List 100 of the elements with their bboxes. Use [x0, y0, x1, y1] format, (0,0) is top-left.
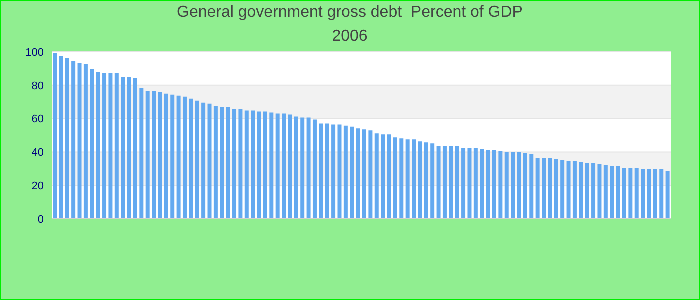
bar	[152, 91, 156, 219]
bar	[170, 94, 175, 219]
bar	[133, 78, 138, 219]
bar	[338, 124, 342, 219]
bar	[362, 130, 366, 219]
bar	[102, 73, 107, 219]
bar	[319, 124, 324, 219]
bar	[176, 96, 181, 219]
bar	[566, 161, 571, 219]
bar	[462, 148, 466, 219]
bar	[244, 110, 249, 219]
bar	[604, 165, 608, 219]
bar	[517, 152, 522, 219]
bar	[65, 58, 70, 219]
bar	[449, 146, 454, 219]
bar	[530, 154, 534, 219]
bar	[53, 53, 57, 219]
bar	[158, 92, 162, 219]
bar	[84, 64, 88, 219]
bar	[374, 134, 379, 219]
bar	[498, 152, 503, 219]
bar	[418, 142, 422, 219]
bar	[430, 144, 435, 219]
bar	[108, 73, 113, 219]
bar	[598, 164, 602, 219]
bar	[666, 171, 670, 219]
bar	[572, 161, 577, 219]
bar	[202, 102, 206, 219]
bar	[504, 152, 509, 219]
bar	[628, 168, 633, 219]
y-tick-label: 60	[32, 114, 44, 126]
bar	[542, 158, 546, 219]
bar	[257, 112, 262, 219]
y-tick-label: 80	[32, 80, 44, 92]
bar	[282, 114, 286, 219]
bar	[436, 146, 441, 219]
bar	[90, 69, 94, 219]
bar	[263, 112, 268, 219]
bar	[195, 100, 200, 219]
bar	[220, 106, 224, 219]
bar	[182, 96, 187, 219]
bar	[214, 106, 218, 219]
bar	[387, 134, 392, 219]
bar	[368, 130, 373, 219]
bar	[634, 168, 639, 219]
bar	[647, 169, 652, 219]
bar	[468, 148, 472, 219]
bar	[300, 118, 305, 219]
bar	[72, 61, 76, 219]
bar	[238, 108, 243, 219]
bar	[560, 160, 565, 219]
bar	[486, 150, 490, 219]
bar	[536, 158, 540, 219]
bar	[424, 142, 428, 219]
chart-subtitle: 2006	[331, 28, 369, 46]
bar	[208, 104, 212, 219]
bar	[325, 124, 330, 219]
bar	[474, 148, 478, 219]
bar	[189, 98, 194, 219]
bar	[140, 88, 144, 219]
bar	[412, 140, 416, 219]
bar	[641, 169, 646, 219]
bar	[96, 72, 100, 219]
bar	[393, 138, 398, 219]
bar	[232, 108, 237, 219]
bar	[251, 110, 256, 219]
bar	[622, 168, 626, 219]
bar	[381, 134, 386, 219]
bar	[554, 160, 558, 219]
bar	[511, 152, 516, 219]
y-tick-label: 100	[26, 46, 44, 59]
bar	[306, 118, 311, 219]
bar	[114, 73, 119, 219]
bar	[523, 154, 528, 219]
bar	[59, 56, 64, 219]
bar	[406, 140, 410, 219]
bar	[356, 128, 360, 219]
bar	[585, 163, 590, 219]
bar	[653, 169, 658, 219]
bar	[610, 166, 614, 219]
bar	[288, 114, 292, 219]
bar	[146, 91, 150, 219]
bar	[480, 150, 484, 219]
bar	[455, 146, 460, 219]
bar	[548, 158, 552, 219]
y-tick-label: 0	[38, 214, 44, 226]
bar	[121, 77, 126, 219]
bar	[344, 126, 348, 219]
bar	[660, 169, 664, 219]
y-tick-label: 20	[32, 180, 44, 193]
y-tick-label: 40	[32, 147, 44, 160]
bar	[294, 116, 298, 219]
bar	[579, 162, 584, 219]
bar	[442, 146, 447, 219]
bar	[78, 63, 82, 219]
bar	[332, 124, 336, 219]
bar	[350, 126, 354, 219]
bar	[164, 94, 168, 219]
chart-title: General government gross debt Percent of GDP	[176, 4, 524, 22]
bar	[592, 163, 596, 219]
